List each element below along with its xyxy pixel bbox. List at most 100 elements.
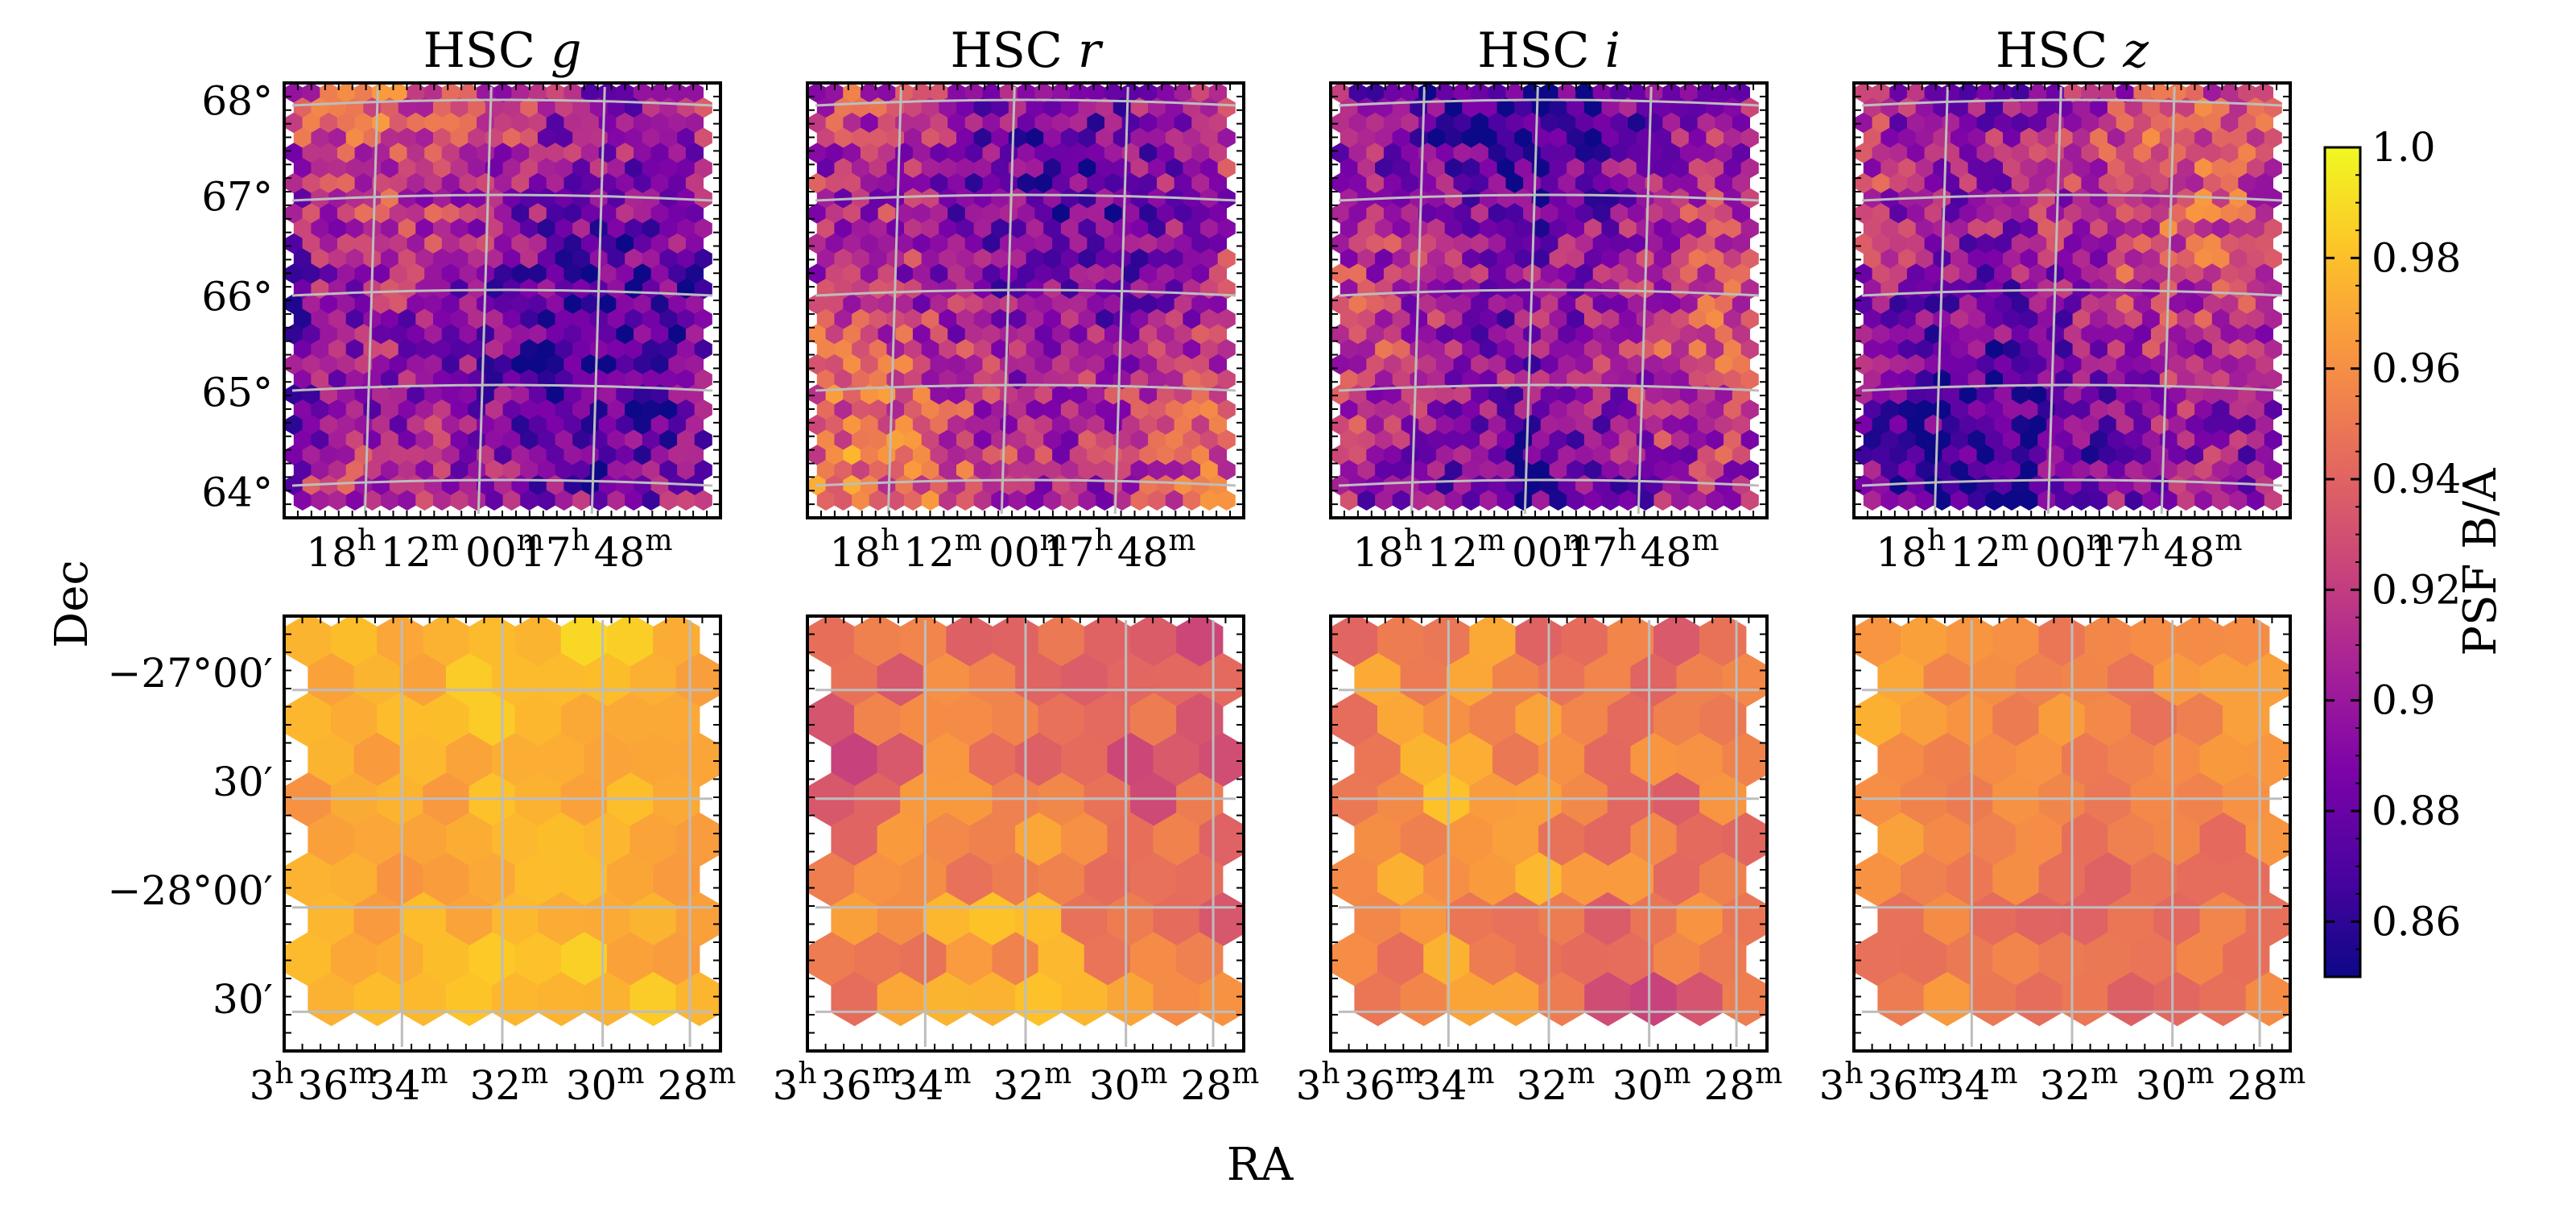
- hex-cell: [877, 172, 896, 194]
- hex-cell: [1645, 293, 1663, 315]
- hex-cell: [2238, 143, 2256, 163]
- hex-cell: [1354, 812, 1402, 867]
- hex-cell: [2116, 384, 2134, 405]
- hex-cell: [808, 293, 826, 315]
- hex-cell: [921, 218, 939, 239]
- hex-cell: [904, 279, 923, 300]
- hex-cell: [1724, 429, 1742, 450]
- hex-cell: [895, 172, 914, 194]
- hex-cell: [1898, 429, 1917, 450]
- hex-cell: [2220, 445, 2239, 465]
- hex-cell: [598, 324, 617, 345]
- hex-cell: [2133, 414, 2152, 436]
- hex-cell: [1740, 127, 1759, 148]
- hex-cell: [302, 354, 320, 375]
- colorbar-tick-label: 0.94: [2372, 456, 2461, 503]
- hex-cell: [1377, 852, 1425, 907]
- hex-cell: [2142, 399, 2161, 420]
- hex-cell: [1732, 143, 1750, 163]
- hex-cell: [1191, 83, 1210, 103]
- hex-cell: [450, 339, 469, 360]
- hex-cell: [511, 263, 530, 284]
- hex-cell: [529, 414, 547, 436]
- hex-cell: [1697, 83, 1715, 103]
- hex-cell: [1915, 460, 1934, 481]
- hex-cell: [1217, 158, 1236, 179]
- hex-cell: [2116, 414, 2134, 436]
- colorbar-tick-label: 0.98: [2372, 234, 2461, 281]
- hex-cell: [2238, 445, 2256, 465]
- hex-cell: [816, 429, 835, 450]
- hex-cell: [450, 248, 469, 269]
- hex-cell: [320, 324, 338, 345]
- hex-cell: [1008, 490, 1026, 511]
- hex-cell: [900, 616, 947, 668]
- hex-cell: [537, 460, 555, 481]
- hex-cell: [2054, 460, 2073, 481]
- hex-cell: [1139, 83, 1158, 103]
- hex-cell: [1165, 429, 1183, 450]
- hex-cell: [869, 339, 887, 360]
- hex-cell: [1165, 460, 1183, 481]
- hex-cell: [1558, 233, 1576, 254]
- hex-cell: [834, 127, 852, 148]
- hex-cell: [1992, 932, 2040, 987]
- hex-cell: [946, 693, 993, 747]
- hex-cell: [1601, 339, 1620, 360]
- hex-cell: [336, 474, 355, 496]
- hex-cell: [1052, 263, 1071, 284]
- hex-cell: [1130, 218, 1149, 239]
- hex-cell: [354, 83, 373, 103]
- hex-cell: [607, 248, 625, 269]
- hex-cell: [1492, 652, 1540, 708]
- hex-cell: [423, 693, 470, 747]
- hex-cell: [493, 293, 512, 315]
- hex-cell: [1340, 490, 1358, 511]
- hex-cell: [1121, 293, 1140, 315]
- hexbin-cells: [285, 83, 712, 511]
- hex-cell: [1157, 445, 1175, 465]
- hex-cell: [1946, 932, 1994, 987]
- hex-cell: [642, 127, 660, 148]
- hex-cell: [572, 399, 591, 420]
- hex-cell: [973, 97, 992, 118]
- hex-cell: [320, 83, 338, 103]
- hex-cell: [398, 248, 416, 269]
- hex-cell: [1680, 172, 1699, 194]
- hex-cell: [650, 324, 669, 345]
- hex-cell: [2020, 248, 2038, 269]
- hex-cell: [1531, 399, 1550, 420]
- hex-cell: [1653, 932, 1701, 987]
- hex-cell: [1469, 932, 1517, 987]
- hex-cell: [2090, 127, 2108, 148]
- hex-cell: [1480, 97, 1498, 118]
- hex-cell: [468, 188, 486, 209]
- hex-cell: [1331, 354, 1349, 375]
- hex-cell: [625, 429, 643, 450]
- hex-cell: [1034, 143, 1053, 163]
- hex-cell: [1191, 293, 1210, 315]
- hex-cell: [947, 143, 966, 163]
- hex-cell: [1366, 203, 1385, 224]
- hex-cell: [2255, 263, 2273, 284]
- hex-cell: [1200, 339, 1219, 360]
- hex-cell: [860, 414, 878, 436]
- hex-cell: [1619, 127, 1637, 148]
- hex-cell: [2223, 693, 2270, 747]
- hex-cell: [1017, 143, 1035, 163]
- hex-cell: [1087, 293, 1105, 315]
- hex-cell: [1630, 732, 1678, 788]
- hex-cell: [2037, 97, 2056, 118]
- hex-cell: [1121, 263, 1140, 284]
- hex-cell: [1471, 414, 1489, 436]
- hex-cell: [1017, 324, 1035, 345]
- hex-cell: [2020, 97, 2038, 118]
- hex-cell: [2003, 188, 2021, 209]
- hex-cell: [2020, 279, 2038, 300]
- hex-cell: [441, 384, 460, 405]
- hex-cell: [650, 293, 669, 315]
- hex-cell: [398, 429, 416, 450]
- hex-cell: [860, 233, 878, 254]
- hex-cell: [1174, 143, 1192, 163]
- hex-cell: [1906, 83, 1925, 103]
